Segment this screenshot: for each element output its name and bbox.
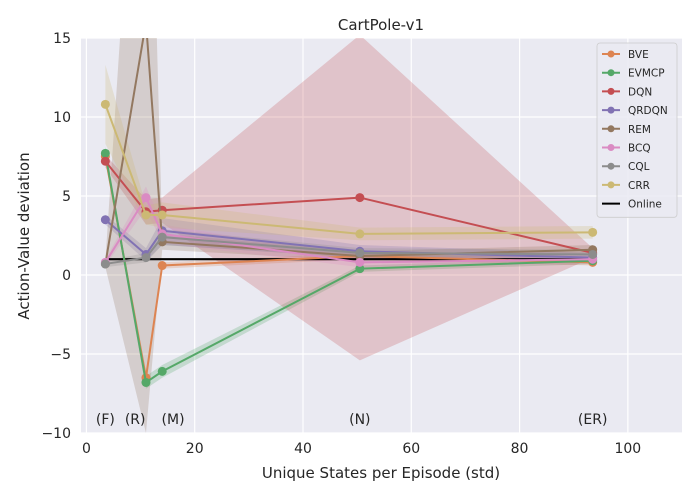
data-point-cql: [157, 232, 167, 242]
legend: BVE EVMCP DQN QRDQN REM BCQ CQL CRR Online: [596, 42, 678, 218]
data-point-bve: [157, 261, 167, 271]
annotation-label: (M): [162, 412, 185, 428]
legend-box: [596, 42, 678, 218]
data-point-rem: [141, 18, 150, 27]
legend-entry: EVMCP: [628, 68, 665, 80]
x-tick-label: 100: [614, 441, 641, 457]
data-point-evmcp: [157, 366, 167, 376]
annotation-label: (R): [125, 412, 146, 428]
data-point-cql: [588, 249, 598, 259]
error-band-crr: [105, 64, 593, 241]
annotation-label: (N): [349, 412, 370, 428]
x-axis-label: Unique States per Episode (std): [262, 464, 500, 482]
legend-entry: DQN: [628, 86, 652, 98]
chart-title: CartPole-v1: [338, 16, 424, 34]
data-point-crr: [355, 229, 365, 239]
y-tick-label: 10: [53, 110, 71, 126]
x-tick-label: 40: [294, 441, 312, 457]
data-point-evmcp: [100, 148, 110, 158]
annotation-label: (F): [96, 412, 115, 428]
data-point-evmcp: [355, 264, 365, 274]
annotation-label: (ER): [578, 412, 608, 428]
legend-entry: BVE: [628, 49, 649, 61]
data-point-cql: [355, 248, 365, 258]
legend-entry: CRR: [628, 180, 650, 192]
legend-marker: [607, 125, 615, 133]
grid: [81, 37, 682, 434]
data-point-dqn: [355, 193, 365, 203]
data-point-evmcp: [141, 377, 151, 387]
x-tick-label: 80: [511, 441, 529, 457]
legend-marker: [607, 162, 615, 170]
data-point-crr: [141, 210, 151, 220]
legend-marker: [607, 181, 615, 189]
data-point-crr: [100, 99, 110, 109]
error-band-qrdqn: [105, 214, 593, 263]
data-point-cql: [141, 253, 151, 263]
legend-entry: CQL: [628, 161, 650, 173]
data-point-crr: [588, 227, 598, 237]
legend-marker: [607, 87, 615, 95]
error-band-rem: [105, 38, 593, 433]
data-point-bcq: [355, 257, 365, 267]
data-point-cql: [100, 259, 110, 269]
plot-background: [81, 38, 682, 433]
data-point-crr: [157, 210, 167, 220]
legend-entry: BCQ: [628, 143, 651, 155]
annotations: (F) (R) (M) (N) (ER): [96, 412, 608, 428]
legend-marker: [607, 106, 615, 114]
series-lines: [100, 18, 598, 387]
y-tick-label: 5: [62, 189, 71, 205]
x-tick-label: 20: [186, 441, 204, 457]
y-tick-label: −10: [41, 426, 71, 442]
y-tick-label: −5: [50, 347, 71, 363]
y-tick-label: 0: [62, 268, 71, 284]
data-point-dqn: [100, 156, 110, 166]
error-band-cql: [105, 229, 593, 268]
legend-marker: [607, 69, 615, 77]
y-axis-label: Action-Value deviation: [15, 152, 33, 319]
x-tick-label: 0: [82, 441, 91, 457]
data-point-qrdqn: [100, 215, 110, 225]
y-tick-labels: −10 −5 0 5 10 15: [41, 31, 71, 442]
x-tick-labels: 0 20 40 60 80 100: [82, 441, 641, 457]
data-point-bcq: [141, 193, 151, 203]
legend-marker: [607, 50, 615, 58]
y-tick-label: 15: [53, 31, 71, 47]
legend-marker: [607, 144, 615, 151]
legend-entry: Online: [628, 199, 662, 211]
legend-entry: REM: [628, 124, 651, 136]
legend-entry: QRDQN: [628, 105, 668, 117]
x-tick-label: 60: [402, 441, 420, 457]
